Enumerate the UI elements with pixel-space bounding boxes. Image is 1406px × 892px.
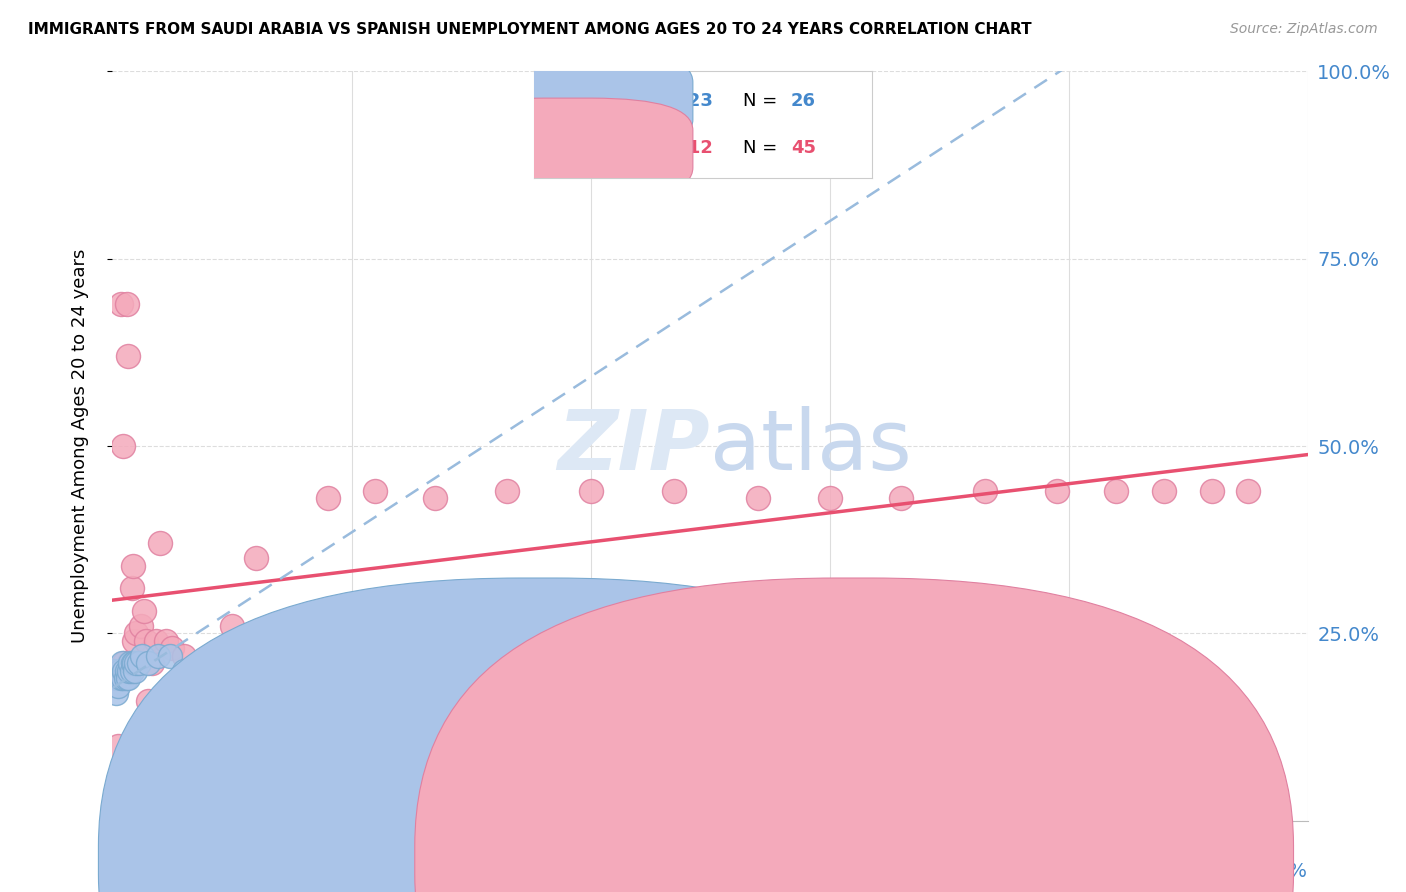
Text: Spanish: Spanish (879, 851, 950, 869)
Point (103, 798, 125, 813)
Text: atlas: atlas (710, 406, 911, 486)
Point (104, 664, 127, 678)
Point (890, 491, 912, 506)
Text: R =: R = (609, 93, 648, 111)
Text: ZIP: ZIP (557, 406, 710, 486)
Point (114, 657, 135, 671)
Point (135, 633, 157, 648)
Point (121, 558, 143, 573)
Point (146, 648, 169, 663)
Point (112, 439, 135, 453)
Text: 45: 45 (790, 139, 815, 157)
Text: 26: 26 (790, 93, 815, 111)
Point (1046, 483, 1069, 498)
Point (145, 633, 167, 648)
Text: 100.0%: 100.0% (1233, 862, 1308, 881)
Point (245, 551, 267, 566)
Point (1201, 483, 1223, 498)
Point (186, 664, 208, 678)
Point (159, 648, 181, 663)
Point (115, 296, 138, 310)
Point (105, 671, 128, 685)
FancyBboxPatch shape (443, 50, 693, 152)
Point (974, 483, 997, 498)
Text: 0.123: 0.123 (655, 93, 713, 111)
Point (115, 664, 138, 678)
Point (197, 679, 219, 693)
Point (1237, 483, 1260, 498)
Point (818, 491, 841, 506)
Point (122, 657, 145, 671)
Point (105, 686, 128, 700)
Point (121, 657, 143, 671)
Point (124, 664, 146, 678)
Point (129, 619, 152, 633)
Point (173, 648, 195, 663)
Text: Source: ZipAtlas.com: Source: ZipAtlas.com (1230, 22, 1378, 37)
Point (209, 716, 232, 731)
Point (1153, 483, 1175, 498)
Point (149, 536, 172, 550)
Point (173, 664, 195, 678)
Text: R =: R = (609, 139, 648, 157)
Point (162, 641, 183, 656)
Point (364, 483, 387, 498)
Point (664, 483, 686, 498)
Text: N =: N = (744, 93, 783, 111)
Point (316, 491, 339, 506)
Point (114, 664, 135, 678)
Point (155, 633, 177, 648)
Y-axis label: Unemployment Among Ages 20 to 24 years: Unemployment Among Ages 20 to 24 years (70, 249, 89, 643)
Point (117, 349, 139, 363)
Text: Immigrants from Saudi Arabia: Immigrants from Saudi Arabia (562, 851, 834, 869)
Text: IMMIGRANTS FROM SAUDI ARABIA VS SPANISH UNEMPLOYMENT AMONG AGES 20 TO 24 YEARS C: IMMIGRANTS FROM SAUDI ARABIA VS SPANISH … (28, 22, 1032, 37)
Point (579, 483, 602, 498)
Point (121, 582, 143, 596)
Point (112, 671, 135, 685)
FancyBboxPatch shape (443, 98, 693, 200)
Point (128, 657, 150, 671)
Point (125, 657, 148, 671)
Point (292, 611, 315, 625)
Point (138, 694, 160, 708)
Point (122, 633, 145, 648)
Point (1105, 483, 1128, 498)
Point (141, 657, 163, 671)
Text: 0.312: 0.312 (655, 139, 713, 157)
Point (121, 664, 143, 678)
Point (425, 491, 447, 506)
Point (114, 671, 136, 685)
Point (132, 604, 155, 618)
Point (138, 657, 160, 671)
Point (111, 657, 134, 671)
Point (107, 739, 129, 753)
Point (108, 664, 131, 678)
Point (221, 619, 243, 633)
Point (747, 491, 769, 506)
Point (269, 626, 291, 640)
Point (104, 671, 127, 685)
Point (125, 626, 148, 640)
Point (107, 679, 129, 693)
Point (128, 657, 150, 671)
Point (110, 296, 132, 310)
Point (118, 657, 141, 671)
Point (110, 671, 132, 685)
Point (120, 657, 142, 671)
Text: 0.0%: 0.0% (112, 862, 162, 881)
Point (118, 664, 141, 678)
Point (117, 671, 139, 685)
Point (131, 648, 153, 663)
Text: N =: N = (744, 139, 783, 157)
Point (496, 483, 519, 498)
